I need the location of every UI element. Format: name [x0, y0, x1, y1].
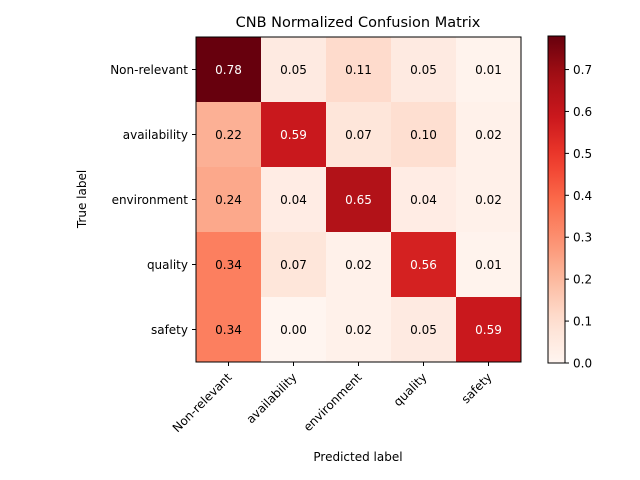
heatmap-cell	[261, 232, 326, 297]
heatmap-cell	[391, 297, 456, 362]
heatmap-cell	[456, 167, 521, 232]
cell-value-label: 0.04	[410, 193, 437, 207]
heatmap-cell	[391, 167, 456, 232]
heatmap-cell	[456, 37, 521, 102]
cell-value-label: 0.10	[410, 128, 437, 142]
y-tick-label: quality	[147, 258, 188, 272]
plot-frame	[195, 36, 522, 363]
cell-value-label: 0.05	[280, 63, 307, 77]
x-tick-label: availability	[244, 370, 300, 426]
cell-value-label: 0.02	[475, 128, 502, 142]
cell-value-label: 0.00	[280, 323, 307, 337]
heatmap-cell	[391, 102, 456, 167]
x-axis-label: Predicted label	[313, 450, 402, 464]
heatmap-cells: 0.78 0.05 0.11 0.05 0.01 0.22 0.59 0.07 0.10 0.02…	[196, 37, 521, 362]
heatmap-cell	[326, 37, 391, 102]
heatmap-cell	[261, 102, 326, 167]
chart-title: CNB Normalized Confusion Matrix	[236, 15, 481, 31]
colorbar-ticks: 0.0 0.1 0.2 0.3 0.4 0.5 0.6 0.7	[565, 63, 592, 371]
cell-value-label: 0.59	[280, 128, 307, 142]
cell-value-label: 0.56	[410, 258, 437, 272]
cell-value-label: 0.01	[475, 258, 502, 272]
cell-value-label: 0.59	[475, 323, 502, 337]
heatmap-cell	[326, 297, 391, 362]
cell-value-label: 0.07	[345, 128, 372, 142]
heatmap-cell	[196, 232, 261, 297]
heatmap-cell	[196, 102, 261, 167]
cell-value-label: 0.02	[345, 258, 372, 272]
heatmap-cell	[196, 297, 261, 362]
heatmap-cell	[326, 102, 391, 167]
x-tick-label: safety	[459, 370, 495, 406]
cell-value-label: 0.11	[345, 63, 372, 77]
cell-value-label: 0.65	[345, 193, 372, 207]
colorbar-tick-label: 0.5	[573, 147, 592, 161]
colorbar-tick-label: 0.6	[573, 105, 592, 119]
cell-value-label: 0.07	[280, 258, 307, 272]
cell-value-label: 0.01	[475, 63, 502, 77]
colorbar-tick-label: 0.0	[573, 357, 592, 371]
colorbar	[547, 35, 566, 364]
heatmap-cell	[196, 167, 261, 232]
heatmap-cell	[391, 232, 456, 297]
cell-value-label: 0.05	[410, 323, 437, 337]
cell-value-label: 0.02	[345, 323, 372, 337]
cell-value-label: 0.22	[215, 128, 242, 142]
heatmap-cell	[261, 297, 326, 362]
heatmap-cell	[326, 232, 391, 297]
heatmap-cell	[261, 37, 326, 102]
heatmap-cell	[261, 167, 326, 232]
heatmap-cell	[196, 37, 261, 102]
x-axis-ticks: Non-relevant availability environment quali…	[170, 362, 495, 435]
colorbar-tick-label: 0.2	[573, 273, 592, 287]
heatmap-cell	[326, 167, 391, 232]
x-tick-label: Non-relevant	[170, 370, 235, 435]
cell-value-label: 0.34	[215, 323, 242, 337]
colorbar-tick-label: 0.4	[573, 189, 592, 203]
y-tick-label: safety	[151, 323, 188, 337]
colorbar-tick-label: 0.1	[573, 315, 592, 329]
cell-value-label: 0.02	[475, 193, 502, 207]
cell-value-label: 0.05	[410, 63, 437, 77]
colorbar-tick-label: 0.3	[573, 231, 592, 245]
cell-value-label: 0.04	[280, 193, 307, 207]
heatmap-cell	[456, 232, 521, 297]
x-tick-label: quality	[391, 370, 430, 409]
cell-value-label: 0.34	[215, 258, 242, 272]
cell-value-label: 0.24	[215, 193, 242, 207]
colorbar-tick-label: 0.7	[573, 63, 592, 77]
heatmap-cell	[456, 102, 521, 167]
cell-value-label: 0.78	[215, 63, 242, 77]
y-tick-label: Non-relevant	[110, 63, 188, 77]
y-axis-ticks: Non-relevant availability environment quali…	[110, 63, 196, 337]
x-tick-label: environment	[301, 370, 365, 434]
heatmap-cell	[456, 297, 521, 362]
y-axis-label: True label	[75, 170, 89, 229]
y-tick-label: environment	[112, 193, 189, 207]
heatmap-cell	[391, 37, 456, 102]
y-tick-label: availability	[123, 128, 188, 142]
